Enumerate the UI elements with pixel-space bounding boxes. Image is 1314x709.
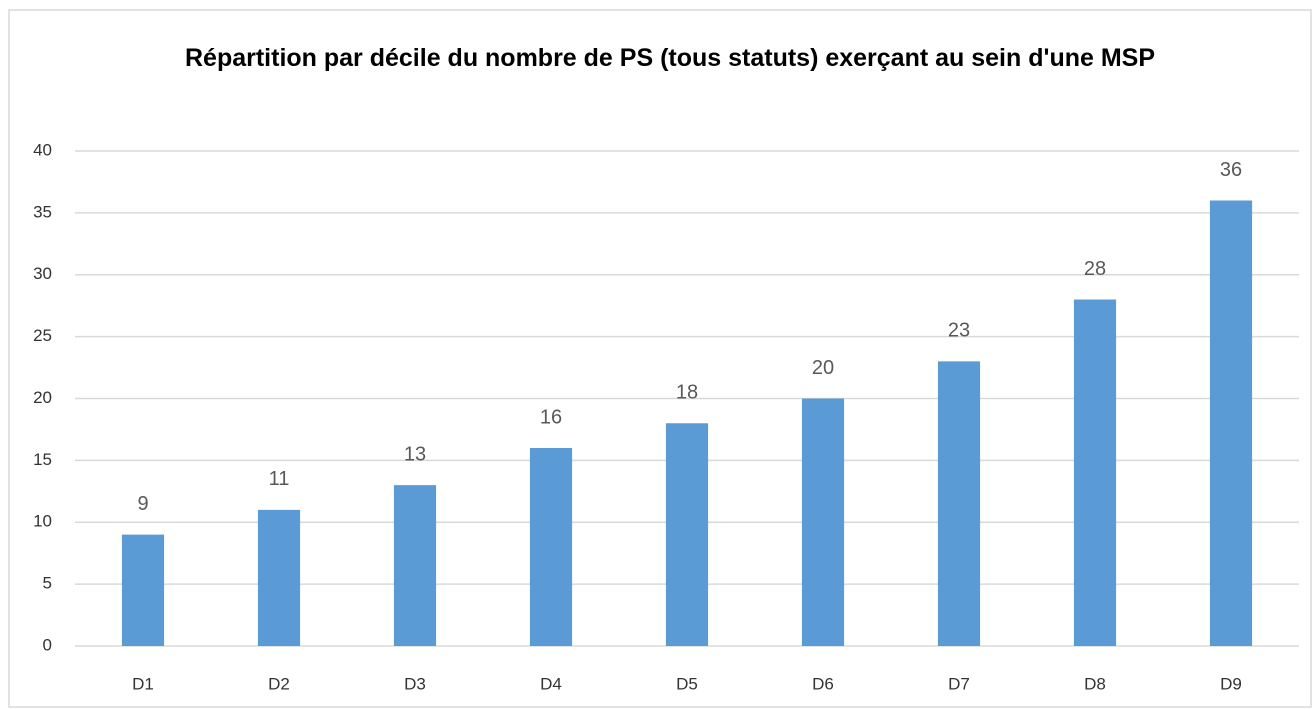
- y-tick-label: 10: [33, 512, 52, 531]
- chart-border: [8, 9, 1312, 708]
- x-tick-label: D1: [132, 674, 154, 693]
- bar: [529, 448, 573, 646]
- bar: [665, 423, 709, 646]
- bar: [257, 509, 301, 646]
- y-tick-label: 35: [33, 202, 52, 221]
- bar: [1073, 299, 1117, 646]
- y-tick-label: 15: [33, 450, 52, 469]
- x-tick-label: D6: [812, 674, 834, 693]
- x-tick-label: D5: [676, 674, 698, 693]
- x-tick-label: D9: [1220, 674, 1242, 693]
- x-tick-label: D4: [540, 674, 562, 693]
- y-tick-label: 30: [33, 264, 52, 283]
- x-tick-label: D7: [948, 674, 970, 693]
- y-tick-label: 20: [33, 388, 52, 407]
- y-tick-label: 25: [33, 326, 52, 345]
- bar: [1209, 200, 1253, 646]
- data-label: 18: [676, 382, 698, 404]
- x-tick-label: D2: [268, 674, 290, 693]
- x-tick-label: D3: [404, 674, 426, 693]
- data-label: 36: [1220, 159, 1242, 181]
- data-label: 13: [404, 443, 426, 465]
- bar: [121, 534, 165, 646]
- data-label: 28: [1084, 258, 1106, 280]
- y-tick-label: 40: [33, 140, 52, 159]
- data-label: 9: [137, 493, 148, 515]
- bar: [801, 398, 845, 646]
- y-tick-label: 5: [43, 574, 52, 593]
- data-label: 23: [948, 320, 970, 342]
- y-tick-label: 0: [43, 635, 52, 654]
- bar: [393, 485, 437, 646]
- data-label: 11: [269, 468, 290, 490]
- bar: [937, 361, 981, 646]
- data-label: 20: [812, 357, 834, 379]
- x-tick-label: D8: [1084, 674, 1106, 693]
- data-label: 16: [540, 406, 562, 428]
- chart-title: Répartition par décile du nombre de PS (…: [184, 44, 1156, 72]
